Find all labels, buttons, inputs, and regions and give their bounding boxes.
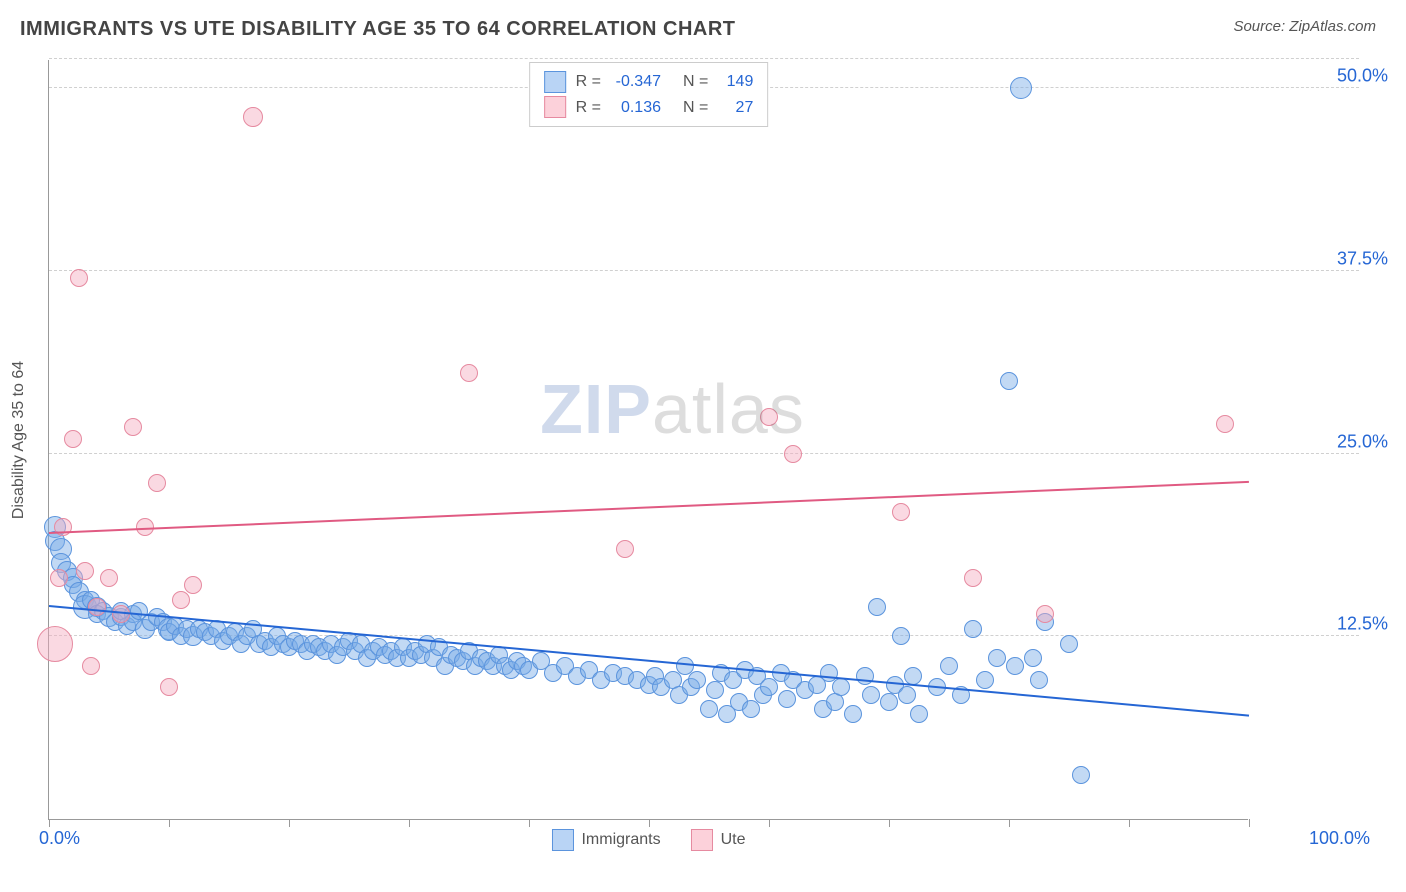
watermark-atlas: atlas [652,370,805,448]
x-tick [889,819,890,827]
x-tick [289,819,290,827]
data-point [243,107,263,127]
data-point [112,605,130,623]
data-point [1060,635,1078,653]
legend-r-label: R = [576,95,601,121]
legend-n-label: N = [683,69,708,95]
gridline [49,270,1359,271]
data-point [148,474,166,492]
plot-area: Disability Age 35 to 64 R =-0.347N =149R… [48,60,1248,820]
data-point [976,671,994,689]
data-point [940,657,958,675]
x-tick [1129,819,1130,827]
series-legend: Immigrants Ute [551,829,745,851]
data-point [172,591,190,609]
legend-r-value: 0.136 [611,95,661,121]
data-point [760,408,778,426]
data-point [868,598,886,616]
x-tick [769,819,770,827]
data-point [880,693,898,711]
gridline [49,453,1359,454]
data-point [616,540,634,558]
data-point [76,562,94,580]
series-legend-label: Immigrants [581,831,660,849]
data-point [1010,77,1032,99]
data-point [892,627,910,645]
correlation-legend: R = -0.347 N = 149 R = 0.136 N = 27 [529,62,769,127]
data-point [50,569,68,587]
data-point [64,430,82,448]
legend-row: R = 0.136 N = 27 [544,95,754,121]
data-point [70,269,88,287]
data-point [706,681,724,699]
data-point [1072,766,1090,784]
data-point [1006,657,1024,675]
data-point [1000,372,1018,390]
source-attribution: Source: ZipAtlas.com [1233,18,1376,35]
data-point [124,418,142,436]
series-legend-item: Immigrants [551,829,660,851]
x-tick [649,819,650,827]
x-tick [1249,819,1250,827]
data-point [460,364,478,382]
data-point [784,445,802,463]
data-point [862,686,880,704]
x-tick [1009,819,1010,827]
y-tick-label: 50.0% [1308,66,1388,87]
data-point [892,503,910,521]
chart-container: Disability Age 35 to 64 R =-0.347N =149R… [48,60,1388,820]
legend-r-label: R = [576,69,601,95]
data-point [88,598,106,616]
series-legend-label: Ute [721,831,746,849]
y-tick-label: 37.5% [1308,248,1388,269]
data-point [778,690,796,708]
data-point [964,569,982,587]
data-point [700,700,718,718]
data-point [832,678,850,696]
data-point [37,626,73,662]
trendline [49,605,1249,717]
data-point [844,705,862,723]
x-axis-min-label: 0.0% [39,828,80,849]
data-point [760,678,778,696]
x-tick [529,819,530,827]
legend-row: R = -0.347 N = 149 [544,69,754,95]
data-point [1024,649,1042,667]
watermark-zip: ZIP [540,370,652,448]
data-point [964,620,982,638]
trendline [49,481,1249,534]
data-point [184,576,202,594]
data-point [688,671,706,689]
gridline [49,58,1359,59]
legend-n-value: 27 [718,95,753,121]
data-point [1036,605,1054,623]
legend-swatch [544,96,566,118]
y-tick-label: 12.5% [1308,614,1388,635]
data-point [100,569,118,587]
legend-n-label: N = [683,95,708,121]
data-point [160,678,178,696]
legend-swatch [551,829,573,851]
data-point [82,657,100,675]
x-tick [409,819,410,827]
legend-swatch [691,829,713,851]
y-axis-label: Disability Age 35 to 64 [10,360,28,518]
data-point [898,686,916,704]
chart-title: IMMIGRANTS VS UTE DISABILITY AGE 35 TO 6… [20,18,736,41]
y-tick-label: 25.0% [1308,431,1388,452]
x-tick [49,819,50,827]
data-point [910,705,928,723]
x-axis-max-label: 100.0% [1309,828,1370,849]
data-point [1030,671,1048,689]
series-legend-item: Ute [691,829,746,851]
x-tick [169,819,170,827]
legend-swatch [544,71,566,93]
data-point [1216,415,1234,433]
legend-r-value: -0.347 [611,69,661,95]
legend-n-value: 149 [718,69,753,95]
data-point [904,667,922,685]
data-point [742,700,760,718]
data-point [988,649,1006,667]
